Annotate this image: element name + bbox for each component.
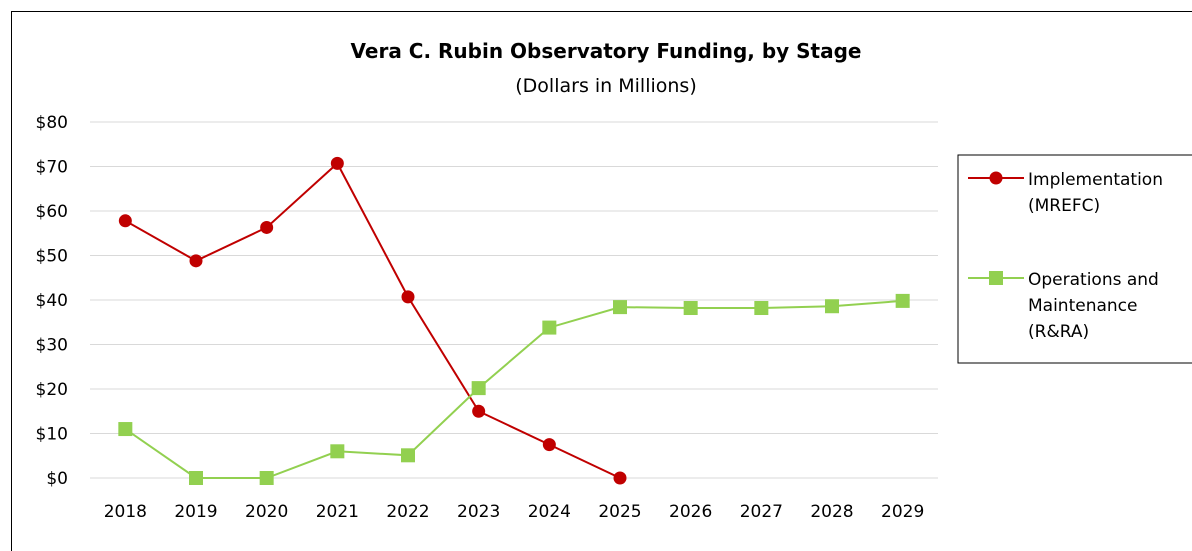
- x-tick-label: 2029: [881, 502, 924, 522]
- data-point: [542, 438, 556, 452]
- x-tick-label: 2021: [316, 502, 359, 522]
- y-tick-label: $70: [36, 158, 68, 178]
- legend-item: Operations and Maintenance (R&RA): [968, 270, 1159, 342]
- y-tick-label: $10: [36, 425, 68, 445]
- data-point: [118, 422, 133, 437]
- y-tick-label: $80: [36, 113, 68, 133]
- data-point: [895, 293, 910, 308]
- legend-label: Maintenance: [1028, 296, 1137, 316]
- x-tick-label: 2022: [386, 502, 429, 522]
- x-axis-tick-labels: 2018 2019 2020 2021 2022 2023 2024 2025 2026 2027…: [104, 502, 925, 522]
- legend-marker: [989, 171, 1003, 185]
- data-point: [189, 254, 203, 268]
- x-tick-label: 2028: [810, 502, 853, 522]
- series-line: [124, 161, 621, 479]
- chart-title: Vera C. Rubin Observatory Funding, by St…: [351, 39, 862, 63]
- x-tick-label: 2025: [598, 502, 641, 522]
- gridlines: [90, 121, 938, 479]
- y-tick-label: $0: [46, 469, 68, 489]
- data-point: [613, 471, 627, 485]
- legend-label: (R&RA): [1028, 322, 1089, 342]
- series-layer: [118, 156, 910, 485]
- x-tick-label: 2023: [457, 502, 500, 522]
- data-point: [330, 444, 345, 459]
- legend-label: Implementation: [1028, 170, 1163, 190]
- y-tick-label: $60: [36, 202, 68, 222]
- data-point: [683, 301, 698, 316]
- data-point: [472, 404, 486, 418]
- data-point: [118, 214, 132, 228]
- legend: Implementation (MREFC) Operations and Maint…: [957, 154, 1192, 364]
- data-point: [260, 220, 274, 234]
- data-point: [189, 471, 203, 485]
- y-tick-label: $20: [36, 380, 68, 400]
- y-axis-tick-labels: $0 $10 $20 $30 $40 $50 $60 $70 $80: [36, 113, 68, 489]
- y-tick-label: $50: [36, 247, 68, 267]
- x-tick-label: 2018: [104, 502, 147, 522]
- legend-label: (MREFC): [1028, 196, 1100, 216]
- x-tick-label: 2020: [245, 502, 288, 522]
- data-point: [401, 290, 415, 304]
- data-point: [330, 156, 344, 170]
- data-point: [754, 301, 769, 316]
- x-tick-label: 2026: [669, 502, 712, 522]
- series-operations: [118, 293, 910, 485]
- y-tick-label: $40: [36, 291, 68, 311]
- legend-label: Operations and: [1028, 270, 1159, 290]
- legend-box: [957, 154, 1192, 364]
- x-tick-label: 2027: [740, 502, 783, 522]
- data-point: [825, 299, 839, 314]
- series-implementation: [118, 156, 627, 485]
- y-tick-label: $30: [36, 336, 68, 356]
- legend-marker: [989, 271, 1003, 285]
- data-point: [613, 300, 627, 315]
- x-tick-label: 2024: [528, 502, 571, 522]
- chart-subtitle: (Dollars in Millions): [515, 75, 696, 97]
- chart-frame: [11, 11, 1192, 551]
- data-point: [401, 448, 415, 463]
- series-line: [124, 299, 903, 479]
- data-point: [542, 320, 557, 335]
- x-tick-label: 2019: [174, 502, 217, 522]
- legend-item: Implementation (MREFC): [968, 170, 1163, 216]
- data-point: [259, 471, 274, 485]
- data-point: [471, 381, 486, 396]
